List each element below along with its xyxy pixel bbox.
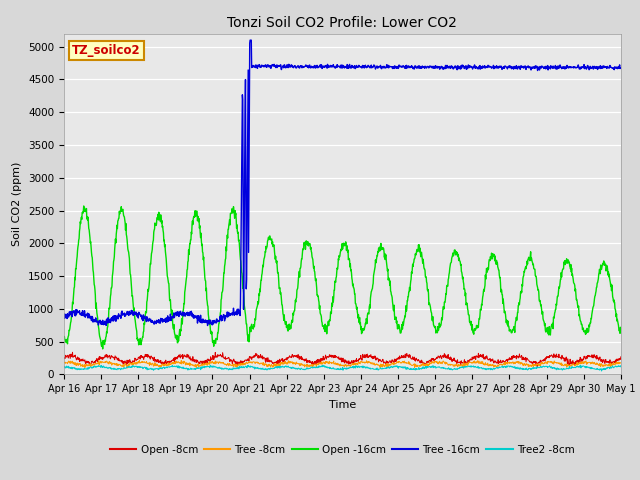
- Tree -16cm: [246, 37, 254, 43]
- Open -8cm: [184, 354, 192, 360]
- Open -8cm: [617, 354, 625, 360]
- Tree -16cm: [617, 65, 625, 71]
- Open -16cm: [185, 247, 193, 253]
- Open -16cm: [247, 329, 255, 335]
- Open -16cm: [80, 203, 88, 209]
- Line: Tree -8cm: Tree -8cm: [64, 360, 621, 368]
- Tree2 -8cm: [598, 368, 605, 374]
- Tree -16cm: [247, 37, 255, 43]
- Tree -8cm: [552, 360, 559, 365]
- Tree2 -8cm: [170, 364, 178, 370]
- Tree2 -8cm: [577, 362, 584, 368]
- Tree2 -8cm: [246, 364, 254, 370]
- Open -16cm: [60, 334, 68, 339]
- Line: Tree2 -8cm: Tree2 -8cm: [64, 365, 621, 371]
- Tree2 -8cm: [184, 367, 191, 373]
- Open -16cm: [552, 307, 559, 312]
- Tree -16cm: [502, 64, 510, 70]
- Tree -8cm: [60, 360, 68, 365]
- Tree -8cm: [124, 365, 131, 371]
- Open -8cm: [502, 357, 509, 363]
- Tree2 -8cm: [429, 363, 436, 369]
- Open -8cm: [171, 359, 179, 365]
- Tree -16cm: [429, 65, 437, 71]
- Tree -8cm: [429, 360, 437, 366]
- Open -8cm: [552, 352, 559, 358]
- Tree -16cm: [552, 62, 559, 68]
- Y-axis label: Soil CO2 (ppm): Soil CO2 (ppm): [12, 162, 22, 246]
- Tree -8cm: [177, 358, 185, 363]
- Open -8cm: [68, 349, 76, 355]
- Tree -16cm: [60, 311, 68, 317]
- Line: Open -16cm: Open -16cm: [64, 206, 621, 349]
- Tree -16cm: [184, 312, 191, 318]
- Open -16cm: [99, 346, 106, 352]
- Tree -8cm: [185, 361, 193, 367]
- Title: Tonzi Soil CO2 Profile: Lower CO2: Tonzi Soil CO2 Profile: Lower CO2: [227, 16, 458, 30]
- Line: Open -8cm: Open -8cm: [64, 352, 621, 366]
- Tree -8cm: [502, 360, 510, 365]
- Open -16cm: [502, 320, 510, 325]
- Tree -8cm: [247, 360, 255, 365]
- Open -8cm: [60, 356, 68, 361]
- Open -16cm: [429, 322, 437, 328]
- Open -16cm: [617, 327, 625, 333]
- Tree2 -8cm: [60, 365, 68, 371]
- Tree -16cm: [204, 323, 211, 328]
- Tree2 -8cm: [551, 366, 559, 372]
- Tree2 -8cm: [502, 363, 509, 369]
- Tree2 -8cm: [617, 363, 625, 369]
- Text: TZ_soilco2: TZ_soilco2: [72, 44, 141, 57]
- Open -8cm: [429, 357, 437, 362]
- Open -8cm: [533, 363, 541, 369]
- X-axis label: Time: Time: [329, 400, 356, 409]
- Tree -8cm: [617, 360, 625, 366]
- Legend: Open -8cm, Tree -8cm, Open -16cm, Tree -16cm, Tree2 -8cm: Open -8cm, Tree -8cm, Open -16cm, Tree -…: [106, 441, 579, 459]
- Open -8cm: [246, 355, 254, 361]
- Tree -16cm: [170, 315, 178, 321]
- Line: Tree -16cm: Tree -16cm: [64, 40, 621, 325]
- Tree -8cm: [171, 360, 179, 365]
- Open -16cm: [172, 332, 179, 338]
